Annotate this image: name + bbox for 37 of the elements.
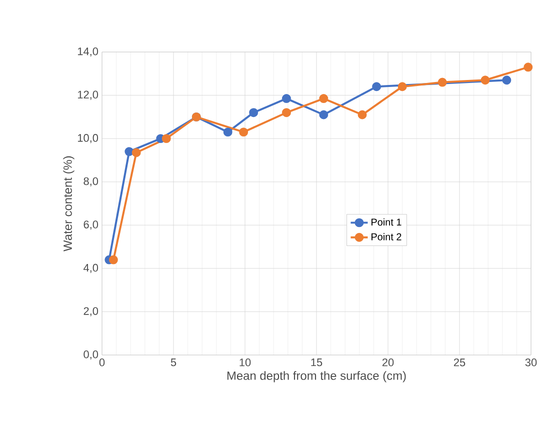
point xyxy=(132,148,141,158)
point xyxy=(319,110,328,120)
y-tick-label: 12,0 xyxy=(78,90,98,100)
x-axis-title: Mean depth from the surface (cm) xyxy=(227,371,406,382)
x-tick-label: 10 xyxy=(240,358,251,366)
point xyxy=(358,110,367,120)
point xyxy=(398,82,407,92)
y-tick-label: 2,0 xyxy=(84,307,98,316)
y-tick-label: 8,0 xyxy=(84,177,98,186)
point xyxy=(162,134,171,144)
y-tick-label: 4,0 xyxy=(83,264,98,273)
legend-label: Point 2 xyxy=(372,233,402,240)
x-tick-label: 20 xyxy=(382,358,394,366)
point xyxy=(239,128,248,137)
point xyxy=(372,82,382,92)
y-axis-title: Water content (%) xyxy=(63,156,74,252)
point xyxy=(524,62,533,72)
point xyxy=(502,76,512,85)
x-tick-label: 15 xyxy=(311,358,322,366)
point xyxy=(480,76,490,85)
legend-label: Point 1 xyxy=(372,218,402,226)
x-tick-label: 5 xyxy=(170,358,176,366)
point xyxy=(124,147,134,156)
point xyxy=(223,128,232,137)
y-tick-label: 14,0 xyxy=(78,47,98,57)
y-tick-label: 6,0 xyxy=(84,220,98,230)
x-tick-label: 25 xyxy=(454,358,466,366)
point xyxy=(108,255,118,264)
point xyxy=(282,108,291,118)
y-tick-label: 10,0 xyxy=(78,134,98,144)
point xyxy=(319,94,328,104)
point xyxy=(249,108,258,118)
point xyxy=(438,78,447,87)
x-tick-label: 30 xyxy=(525,358,537,366)
y-tick-label: 0,0 xyxy=(84,350,98,360)
point xyxy=(282,94,291,104)
x-tick-label: 0 xyxy=(99,358,105,366)
